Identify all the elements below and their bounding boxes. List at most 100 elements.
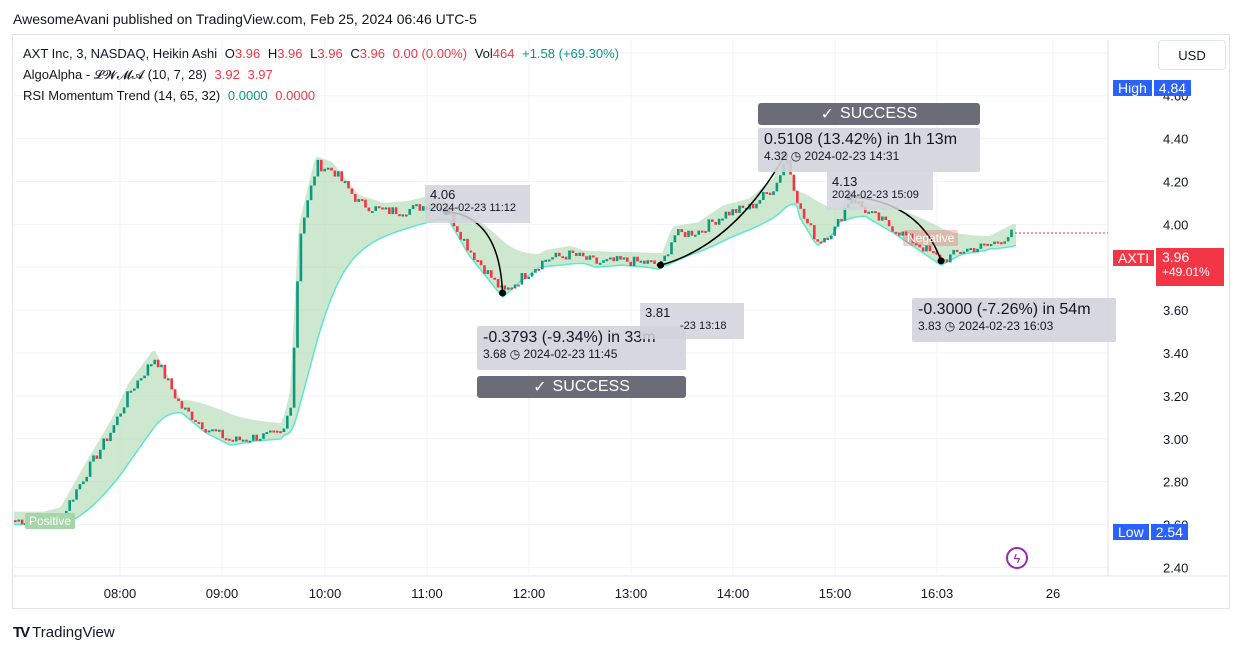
candle <box>541 260 544 270</box>
candle <box>843 208 847 221</box>
candle <box>585 256 588 260</box>
y-tick-label: 4.20 <box>1163 175 1188 190</box>
candle <box>173 389 177 399</box>
lightning-icon[interactable]: ϟ <box>1006 547 1028 569</box>
measure-callout-1: -0.3793 (-9.34%) in 33m 3.68 ◷ 2024-02-2… <box>477 326 686 370</box>
x-tick-label: 16:03 <box>921 586 954 601</box>
candle <box>479 260 483 266</box>
candle <box>547 259 551 262</box>
legend-indicator-1[interactable]: AlgoAlpha - 𝓛𝓦𝓜𝓐 (10, 7, 28) 3.92 3.97 <box>23 67 273 82</box>
last-price-tag: 3.96 +49.01% <box>1156 248 1224 286</box>
candle <box>418 204 422 211</box>
candle <box>78 484 82 490</box>
candle <box>82 481 85 485</box>
candle <box>136 380 139 389</box>
candle <box>721 218 724 221</box>
candle <box>636 256 639 262</box>
candle <box>602 260 605 263</box>
candle <box>377 206 381 209</box>
candle <box>343 181 347 184</box>
clock-icon: ◷ <box>944 319 956 333</box>
candle <box>714 221 717 225</box>
candle <box>1003 241 1006 244</box>
candle <box>959 251 962 254</box>
candle <box>405 214 408 217</box>
candle <box>306 200 309 218</box>
candle <box>211 429 214 432</box>
candle <box>309 185 313 201</box>
candle <box>802 208 806 219</box>
candle <box>683 232 687 237</box>
candle <box>510 287 513 290</box>
publisher-line: AwesomeAvani published on TradingView.co… <box>13 11 477 27</box>
y-tick-label: 3.60 <box>1163 303 1188 318</box>
clock-icon: ◷ <box>790 149 802 163</box>
y-tick-label: 3.20 <box>1163 389 1188 404</box>
ticker-tag: AXTI <box>1113 249 1155 267</box>
candle <box>170 378 173 390</box>
legend-indicator-2[interactable]: RSI Momentum Trend (14, 65, 32) 0.0000 0… <box>23 88 316 103</box>
candle <box>809 223 813 226</box>
candle <box>622 257 626 260</box>
candle <box>265 431 269 434</box>
candle <box>819 241 823 244</box>
candle <box>340 171 343 182</box>
candle <box>466 238 469 251</box>
candle <box>799 203 802 209</box>
candle <box>972 248 976 253</box>
candle <box>316 159 320 177</box>
check-icon: ✓ <box>820 106 835 123</box>
candle <box>156 359 160 368</box>
candle <box>374 206 377 212</box>
x-tick-label: 09:00 <box>206 586 239 601</box>
candle <box>680 229 683 233</box>
candle <box>932 251 935 254</box>
candle <box>112 425 116 433</box>
candle <box>139 378 143 381</box>
candle <box>979 243 983 249</box>
x-tick-label: 15:00 <box>819 586 852 601</box>
candle <box>520 273 524 285</box>
candle <box>612 257 615 262</box>
candle <box>258 438 262 441</box>
candle <box>962 251 966 254</box>
candle <box>996 241 1000 244</box>
currency-button[interactable]: USD <box>1158 40 1226 70</box>
candle <box>201 422 204 430</box>
candle <box>544 259 547 262</box>
candle <box>354 193 357 202</box>
candle <box>228 438 231 441</box>
candle <box>568 250 571 260</box>
candle <box>275 430 279 433</box>
candle <box>833 226 836 236</box>
candle <box>877 212 881 221</box>
candle <box>986 243 989 246</box>
legend-change: 0.00 (0.00%) <box>392 46 468 61</box>
candle <box>150 364 153 367</box>
candle <box>289 407 292 416</box>
candle <box>823 238 826 243</box>
candle <box>581 252 585 257</box>
candle <box>333 170 337 177</box>
candle <box>388 207 391 215</box>
candle <box>646 260 649 264</box>
candle <box>330 167 333 171</box>
candle <box>894 231 898 234</box>
footer-brand: TV TradingView <box>13 624 115 641</box>
candle <box>360 199 364 202</box>
candle <box>724 211 728 219</box>
candle <box>238 436 241 441</box>
candle <box>935 251 938 255</box>
candle <box>411 205 415 210</box>
candle <box>469 250 473 253</box>
candle <box>527 276 530 280</box>
candle <box>564 256 568 260</box>
candle <box>92 455 95 462</box>
measure-callout-3: -0.3000 (-7.26%) in 54m 3.83 ◷ 2024-02-2… <box>912 298 1116 342</box>
candle <box>483 265 486 274</box>
legend-symbol[interactable]: AXT Inc, 3, NASDAQ, Heikin Ashi <box>23 46 218 61</box>
candle <box>292 347 296 408</box>
candle <box>17 519 20 522</box>
candle <box>666 254 670 257</box>
candle <box>772 191 775 196</box>
